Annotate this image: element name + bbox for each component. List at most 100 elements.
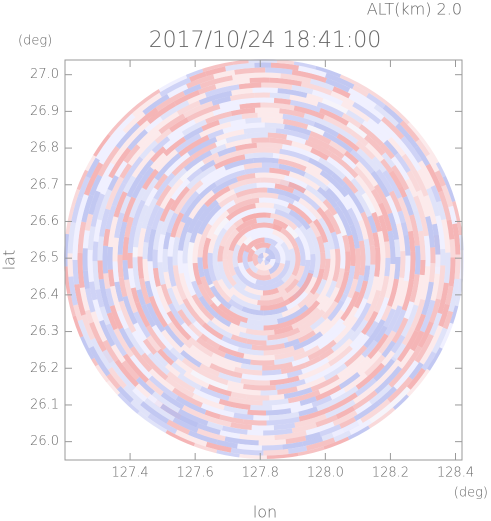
echo-arc (192, 393, 225, 411)
echo-arc (260, 260, 266, 266)
echo-arc (441, 219, 451, 253)
x-tick-label: 128.2 (372, 466, 409, 481)
echo-arc (200, 403, 235, 418)
echo-arc (268, 244, 281, 264)
echo-arc (131, 166, 155, 199)
echo-arc (387, 230, 396, 265)
echo-arc (313, 121, 340, 138)
echo-arc (197, 257, 205, 278)
echo-arc (177, 408, 209, 426)
echo-arc (167, 321, 193, 349)
echo-arc (347, 278, 359, 299)
echo-arc (180, 322, 200, 341)
echo-arc (196, 337, 226, 358)
echo-arc (315, 64, 342, 78)
echo-arc (363, 264, 376, 300)
echo-arc (98, 278, 112, 314)
echo-arc (90, 311, 108, 343)
echo-arc (408, 345, 423, 363)
echo-arc (197, 223, 213, 258)
y-tick-label: 26.0 (30, 434, 59, 449)
echo-arc (143, 397, 175, 422)
echo-arc (323, 241, 331, 259)
y-tick-label: 26.4 (30, 287, 59, 302)
echo-arc (211, 352, 242, 369)
echo-arc (222, 259, 237, 287)
echo-arc (281, 248, 296, 283)
echo-arc (251, 137, 270, 144)
echo-arc (250, 404, 273, 411)
echo-arc (363, 265, 371, 282)
echo-arc (336, 199, 355, 227)
echo-arc (228, 298, 244, 311)
echo-arc (167, 167, 188, 188)
echo-arc (136, 289, 146, 306)
echo-arc (196, 428, 226, 442)
echo-arc (182, 231, 192, 264)
echo-arc (246, 318, 278, 326)
echo-arc (182, 298, 206, 327)
echo-arc (261, 162, 280, 169)
echo-arc (82, 230, 90, 249)
echo-arc (100, 176, 113, 195)
echo-arc (283, 387, 313, 400)
echo-arc (285, 435, 307, 445)
echo-arc (141, 304, 156, 328)
echo-arc (155, 149, 179, 172)
echo-arc (349, 319, 368, 342)
echo-arc (441, 184, 454, 208)
echo-arc (233, 266, 256, 289)
echo-arc (334, 205, 353, 237)
echo-arc (273, 325, 294, 335)
echo-arc (243, 127, 277, 135)
echo-arc (171, 285, 184, 306)
echo-arc (262, 287, 280, 296)
echo-arc (235, 218, 258, 233)
echo-arc (404, 188, 418, 212)
echo-arc (229, 305, 264, 321)
echo-arc (232, 59, 249, 65)
echo-arc (234, 67, 266, 75)
echo-arc (269, 394, 285, 401)
echo-arc (98, 319, 116, 347)
echo-arc (276, 59, 295, 65)
echo-arc (85, 157, 100, 179)
echo-arc (209, 416, 232, 428)
echo-arc (283, 124, 312, 136)
echo-arc (308, 253, 316, 275)
echo-arc (225, 138, 252, 149)
echo-arc (171, 155, 195, 177)
echo-arc (145, 302, 166, 333)
echo-arc (430, 325, 443, 347)
echo-arc (419, 343, 435, 365)
echo-arc (312, 218, 329, 244)
echo-arc (107, 269, 115, 287)
echo-arc (105, 323, 127, 357)
echo-arc (160, 283, 173, 306)
echo-arc (72, 227, 81, 260)
echo-arc (372, 232, 380, 248)
echo-arc (298, 362, 331, 381)
echo-arc (452, 223, 461, 255)
echo-arc (387, 278, 399, 307)
echo-arc (135, 376, 155, 396)
echo-arc (350, 149, 375, 174)
echo-arc (77, 252, 85, 289)
echo-arc (305, 292, 321, 309)
echo-arc (192, 232, 203, 264)
echo-arc (310, 147, 330, 161)
echo-arc (443, 252, 451, 284)
echo-arc (224, 353, 251, 365)
echo-arc (167, 302, 185, 326)
echo-arc (152, 220, 165, 250)
echo-arc (291, 140, 313, 153)
echo-arc (307, 135, 331, 150)
echo-arc (133, 221, 143, 248)
echo-arc (368, 407, 397, 430)
echo-arc (186, 167, 203, 183)
echo-arc (350, 130, 369, 147)
echo-arc (162, 131, 185, 150)
echo-arc (355, 161, 379, 187)
echo-arc (154, 128, 173, 144)
echo-arc (200, 275, 216, 300)
